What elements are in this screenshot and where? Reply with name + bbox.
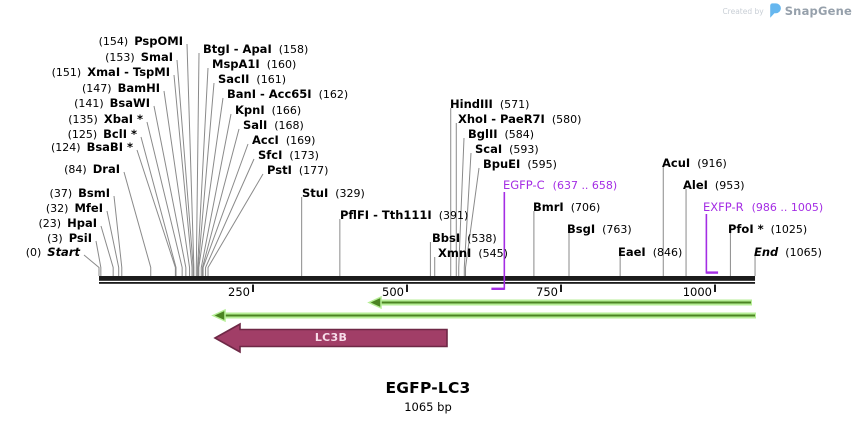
site-label-SfcI: SfcI (173) [258,148,319,163]
leader-line-SalI [201,128,240,276]
snapgene-watermark: Created by SnapGene [722,3,852,19]
map-title: EGFP-LC3 [385,379,471,397]
ruler-number-750: 750 [536,284,558,299]
site-label-BtgI - ApaI: BtgI - ApaI (158) [203,42,309,57]
map-length: 1065 bp [404,400,452,414]
site-label-BsaWI: (141) BsaWI [74,96,150,111]
leader-line-PsiI [95,240,102,276]
snapgene-brand-text: SnapGene [784,4,852,18]
site-label-SalI: SalI (168) [243,118,304,133]
leader-line-ScaI [463,152,472,276]
site-label-MfeI: (32) MfeI [45,201,103,216]
leader-line-DraI [123,171,152,276]
ruler-number-1000: 1000 [682,284,712,299]
site-label-HpaI: (23) HpaI [38,216,98,231]
ruler-tick-750 [560,284,562,292]
leader-line-Start [83,254,100,276]
leader-line-SacII [197,82,215,276]
site-label-SmaI: (153) SmaI [105,50,173,65]
site-label-BamHI: (147) BamHI [81,81,160,96]
leader-line-KpnI [200,113,232,276]
site-label-PsiI: (3) PsiI [47,231,92,246]
leader-line-PstI [207,173,264,276]
read-arrow-2-head [211,308,226,323]
site-label-MspA1I: MspA1I (160) [212,57,297,72]
site-label-SacII: SacII (161) [218,72,287,87]
ruler-tick-500 [406,284,408,292]
sequence-bar [99,276,756,281]
ruler-tick-1000 [714,284,716,292]
site-label-BclI *: (125) BclI * [67,127,137,142]
leader-line-BanI - Acc65I [198,97,224,276]
sequence-bar-bottom-strand [99,282,756,284]
site-label-BsgI: BsgI (763) [567,222,632,237]
leader-line-SmaI [176,59,194,276]
site-label-KpnI: KpnI (166) [235,103,302,118]
leader-line-AccI [202,143,249,276]
feature-arrow-LC3B [213,322,448,354]
site-label-XbaI *: (135) XbaI * [68,112,143,127]
site-label-PflFI - Tth111I: PflFI - Tth111I (391) [340,208,469,223]
site-label-EaeI: EaeI (846) [618,245,683,260]
primer-label-EXFP-R: EXFP-R (986 .. 1005) [703,200,824,215]
site-label-DraI: (84) DraI [64,162,120,177]
leader-line-XmaI - TspMI [173,74,193,276]
site-label-AcuI: AcuI (916) [662,156,727,171]
site-label-BglII: BglII (584) [468,127,535,142]
site-label-StuI: StuI (329) [302,186,365,201]
site-label-BanI - Acc65I: BanI - Acc65I (162) [227,87,349,102]
ruler-number-500: 500 [382,284,404,299]
site-label-BsaBI *: (124) BsaBI * [50,140,133,155]
leader-line-BtgI - ApaI [195,52,200,276]
site-label-BsmI: (37) BsmI [49,186,110,201]
site-label-XmnI: XmnI (545) [438,246,508,261]
leader-line-BsaWI [153,105,187,276]
leader-line-BpuEI [465,167,480,276]
site-label-PfoI *: PfoI * (1025) [728,222,808,237]
created-by-text: Created by [722,6,764,16]
site-label-Start: (0) Start [25,245,80,260]
title-block: EGFP-LC3 1065 bp [0,379,856,414]
site-label-HindIII: HindIII (571) [450,97,530,112]
leader-line-BsmI [113,195,123,276]
ruler-tick-250 [252,284,254,292]
site-label-XhoI - PaeR7I: XhoI - PaeR7I (580) [458,112,582,127]
read-arrow-1-head [367,295,382,310]
site-label-AccI: AccI (169) [252,133,316,148]
site-label-BmrI: BmrI (706) [533,200,601,215]
leader-line-SfcI [205,158,255,276]
leader-line-HpaI [100,225,114,276]
leader-line-BglII [458,137,465,276]
site-label-AleI: AleI (953) [683,178,745,193]
site-label-End: End (1065) [754,245,822,260]
primer-label-EGFP-C: EGFP-C (637 .. 658) [503,178,618,193]
snapgene-icon [769,3,781,18]
leader-line-PspOMI [186,43,195,276]
site-label-ScaI: ScaI (593) [475,142,539,157]
site-label-BbsI: BbsI (538) [432,231,497,246]
ruler-number-250: 250 [228,284,250,299]
site-label-XmaI - TspMI: (151) XmaI - TspMI [51,65,170,80]
leader-line-MfeI [106,210,120,276]
leader-line-MspA1I [197,67,209,276]
leader-line-BsaBI * [136,149,176,276]
leader-line-XbaI * [146,121,183,276]
site-label-BpuEI: BpuEI (595) [483,157,557,172]
feature-label-LC3B: LC3B [314,331,348,344]
site-label-PstI: PstI (177) [267,163,329,178]
site-label-PspOMI: (154) PspOMI [98,34,183,49]
leader-line-BclI * [140,136,177,276]
leader-line-BamHI [163,90,191,276]
